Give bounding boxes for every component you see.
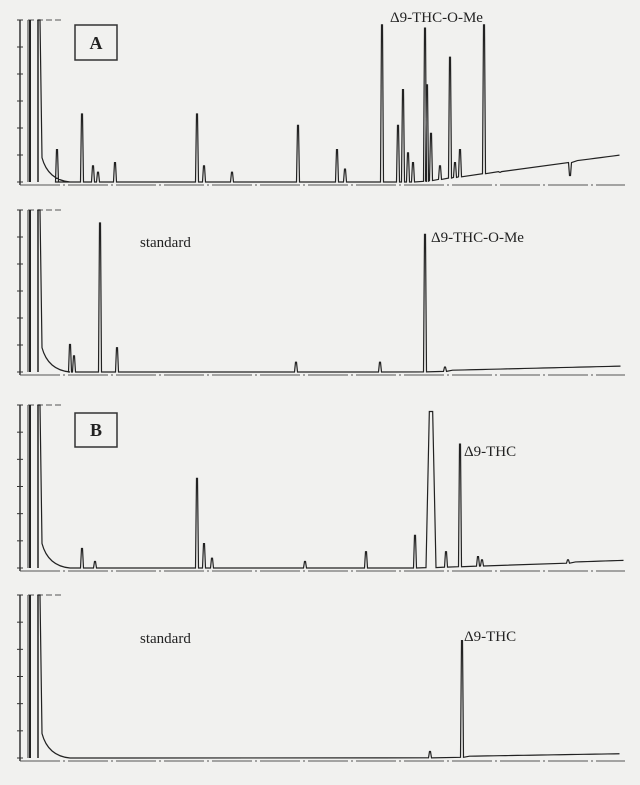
panel-label: A: [90, 33, 103, 53]
chromatograms: [17, 19, 625, 762]
trace: [38, 404, 624, 569]
label-box: [74, 412, 118, 448]
panel-label: standard: [140, 631, 191, 647]
peak-annotation: Δ9-THC-O-Me: [431, 230, 524, 246]
panel-label: standard: [140, 235, 191, 251]
trace: [38, 209, 621, 373]
peak-annotation: Δ9-THC-O-Me: [390, 10, 483, 26]
panel-label: B: [90, 420, 102, 440]
peak-annotation: Δ9-THC: [464, 629, 516, 645]
peak-annotation: Δ9-THC: [464, 444, 516, 460]
trace: [38, 19, 620, 183]
label-box: [74, 24, 118, 61]
trace: [38, 594, 620, 759]
